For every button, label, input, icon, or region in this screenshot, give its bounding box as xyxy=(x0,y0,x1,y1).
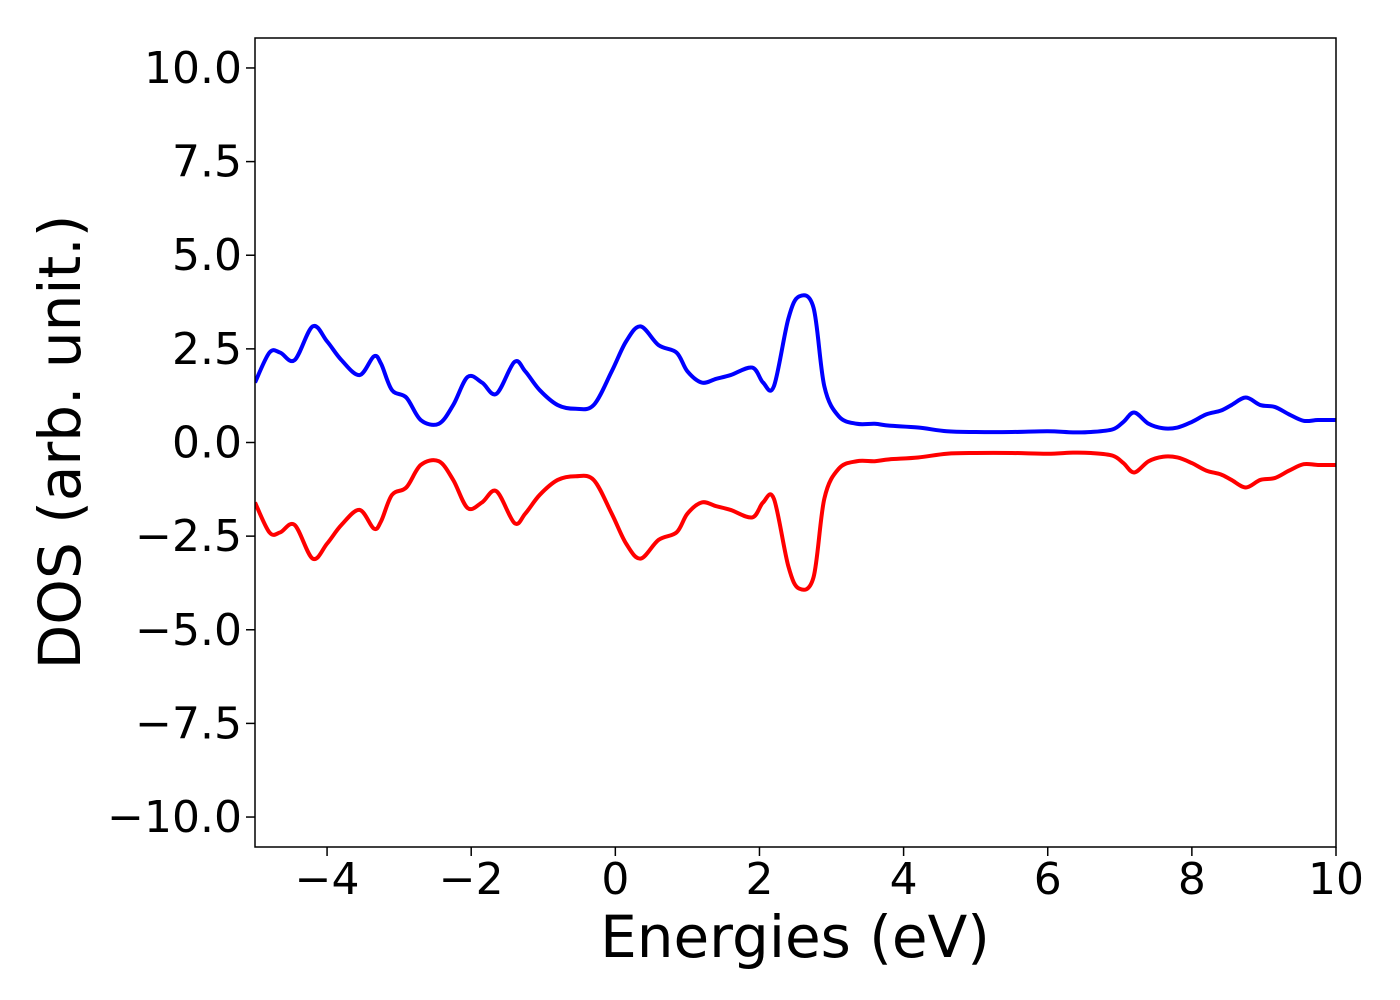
dos-series-line-up xyxy=(255,293,1336,435)
series-layer xyxy=(255,293,1336,592)
x-tick-label: −2 xyxy=(439,854,504,905)
x-tick-label: 8 xyxy=(1178,854,1206,905)
y-tick-label: 0.0 xyxy=(172,418,242,469)
x-tick-label: 6 xyxy=(1034,854,1062,905)
x-tick-label: 10 xyxy=(1308,854,1364,905)
y-tick-label: −10.0 xyxy=(107,792,242,843)
y-tick-label: −5.0 xyxy=(135,605,242,656)
y-tick-label: 2.5 xyxy=(172,324,242,375)
y-axis: 10.0 7.5 5.0 2.5 0.0 −2.5 −5.0 −7.5 −10.0 xyxy=(107,43,255,843)
x-tick-label: −4 xyxy=(295,854,360,905)
x-axis-title: Energies (eV) xyxy=(600,903,990,971)
y-tick-label: 10.0 xyxy=(144,43,242,94)
y-tick-label: −2.5 xyxy=(135,511,242,562)
x-tick-label: 4 xyxy=(890,854,918,905)
plot-frame xyxy=(254,37,1337,848)
dos-series-line-down xyxy=(255,450,1336,592)
y-tick-label: 5.0 xyxy=(172,230,242,281)
x-axis: −4 −2 0 2 4 6 8 10 xyxy=(295,847,1364,905)
y-tick-label: −7.5 xyxy=(135,698,242,749)
x-tick-label: 0 xyxy=(601,854,629,905)
y-tick-label: 7.5 xyxy=(172,137,242,188)
x-tick-label: 2 xyxy=(745,854,773,905)
y-axis-title: DOS (arb. unit.) xyxy=(26,215,94,670)
